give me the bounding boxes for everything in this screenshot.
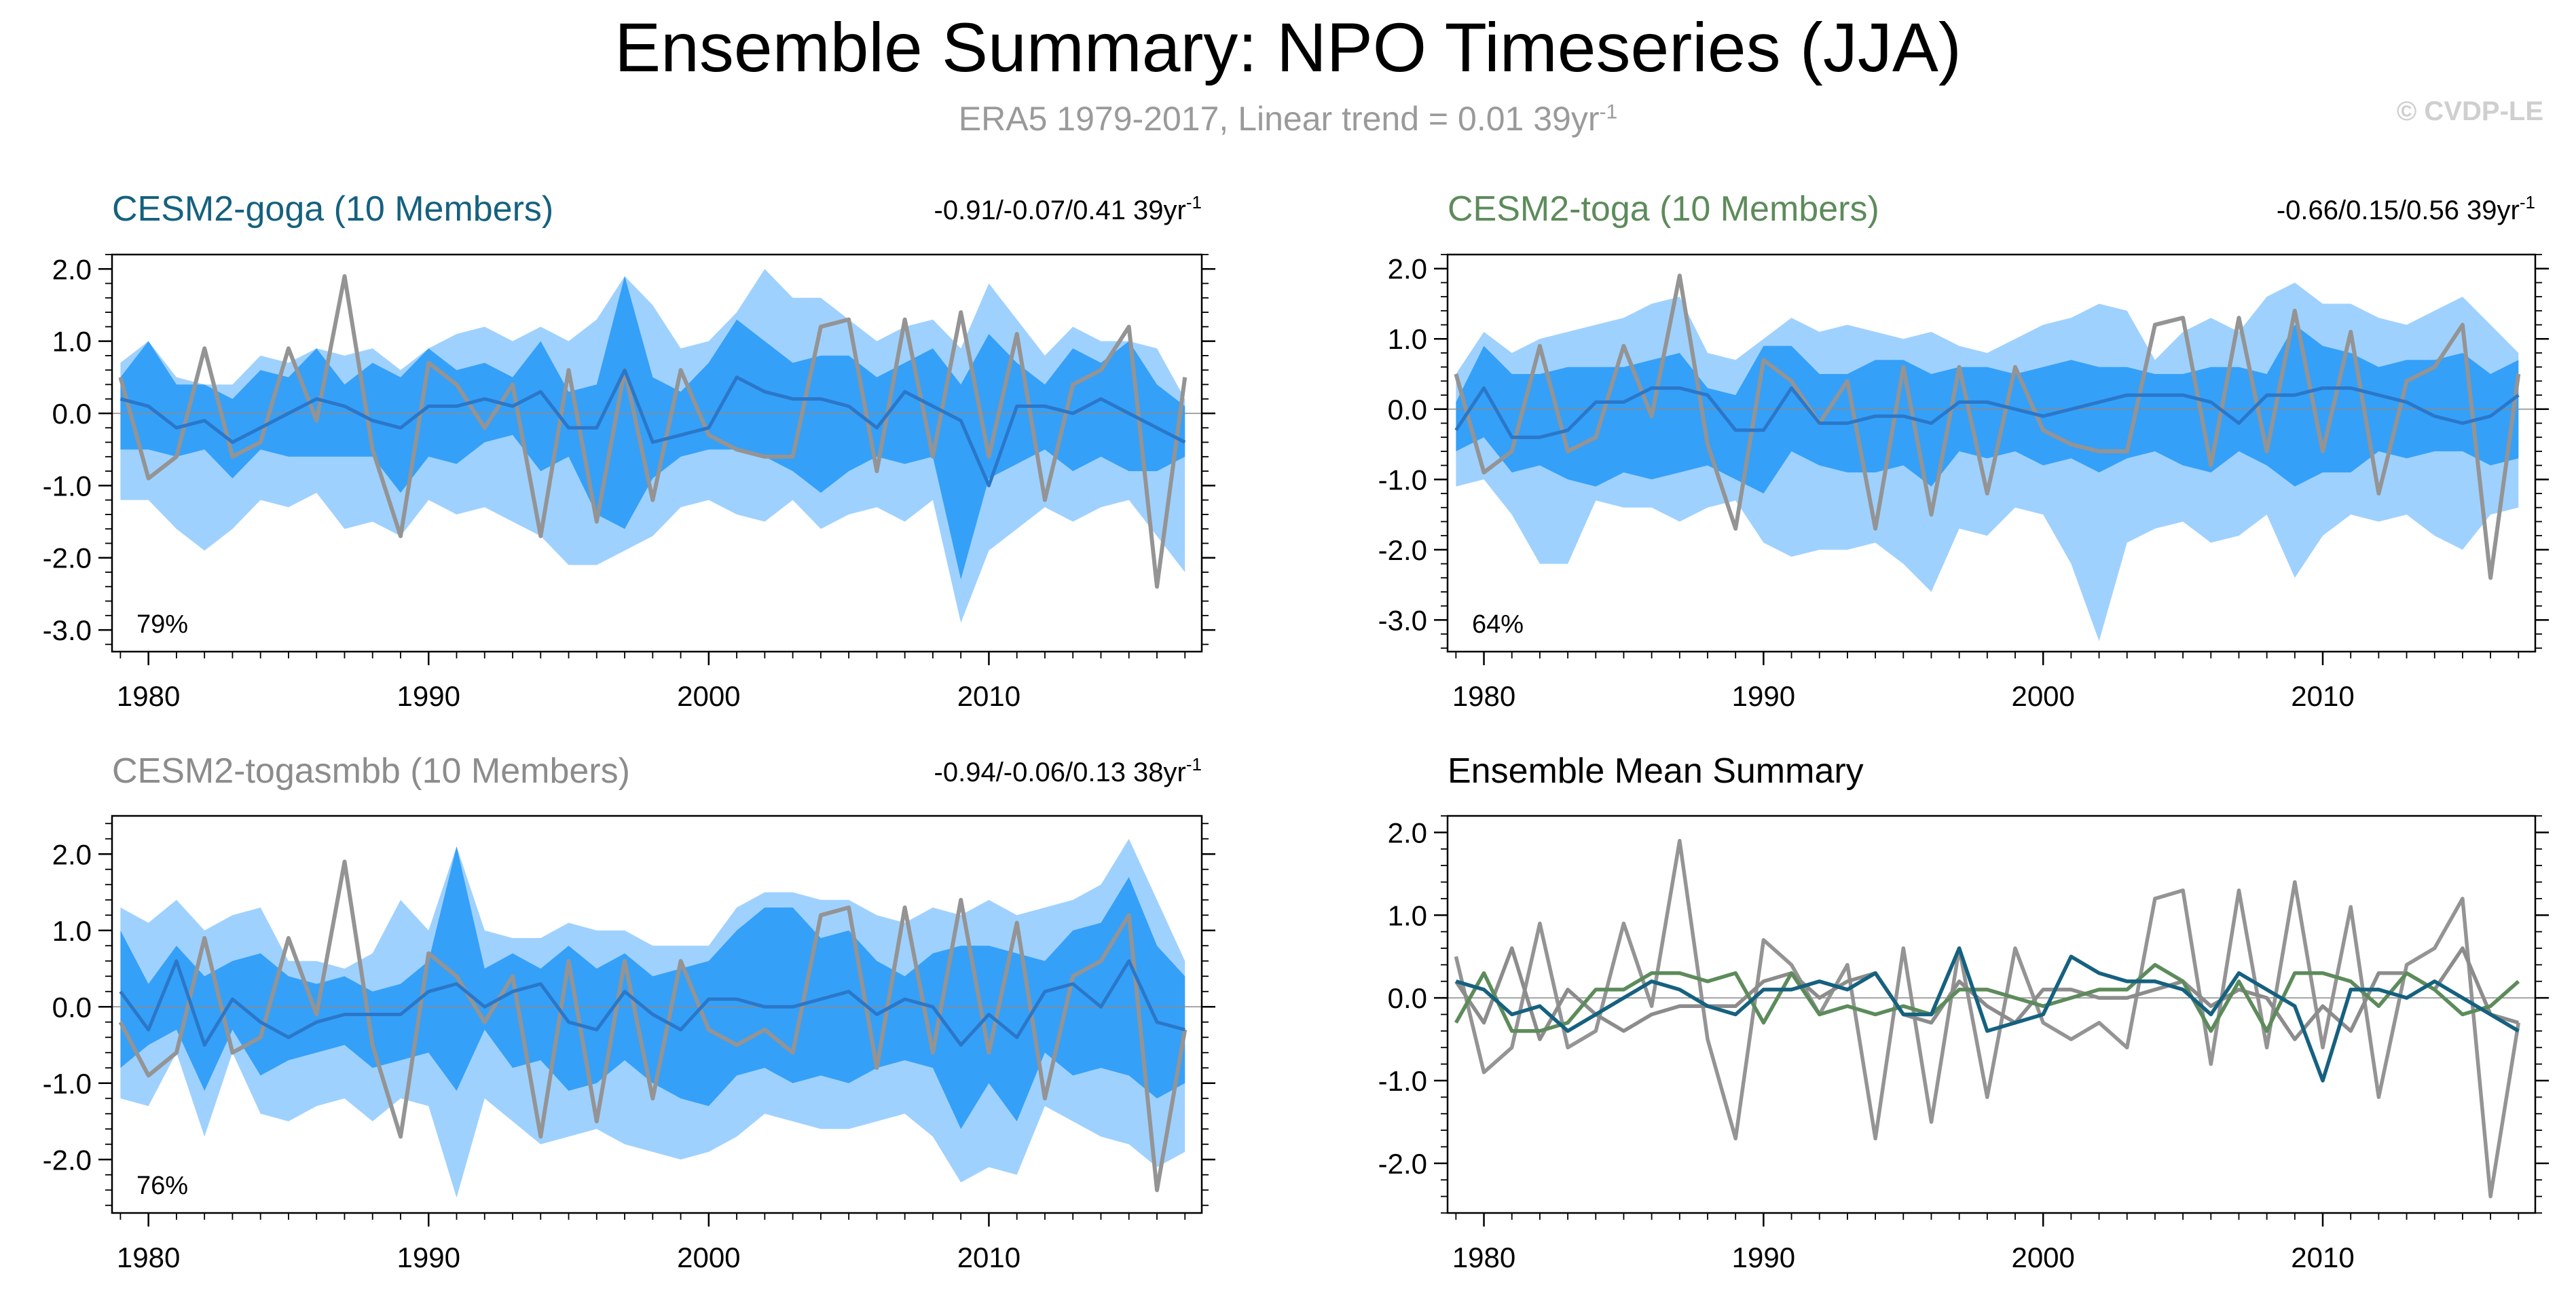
subtitle-superscript: -1 bbox=[1599, 100, 1618, 124]
era5-line bbox=[118, 274, 1188, 589]
panel-title: Ensemble Mean Summary bbox=[1448, 751, 1864, 791]
subtitle-text: ERA5 1979-2017, Linear trend = 0.01 39yr bbox=[958, 100, 1600, 138]
x-tick-label: 1980 bbox=[1452, 680, 1515, 712]
x-tick-label: 1990 bbox=[1732, 680, 1795, 712]
x-tick-label: 2000 bbox=[677, 1241, 740, 1273]
x-tick-label: 2010 bbox=[957, 1241, 1020, 1273]
y-tick-label: -3.0 bbox=[1378, 604, 1427, 636]
plot-frame bbox=[1446, 253, 2537, 653]
x-tick-label: 1980 bbox=[117, 680, 180, 712]
y-tick-label: -2.0 bbox=[1378, 534, 1427, 566]
trend-label: -0.66/0.15/0.56 39yr-1 bbox=[2277, 192, 2535, 225]
trend-superscript: -1 bbox=[1186, 754, 1202, 774]
trend-label: -0.91/-0.07/0.41 39yr-1 bbox=[934, 192, 1202, 225]
panel-title: CESM2-goga (10 Members) bbox=[112, 189, 553, 229]
x-tick-label: 2000 bbox=[2011, 1241, 2074, 1273]
x-tick-label: 1980 bbox=[117, 1241, 180, 1273]
subtitle: ERA5 1979-2017, Linear trend = 0.01 39yr… bbox=[0, 99, 2576, 138]
y-tick-label: -1.0 bbox=[1378, 1065, 1427, 1097]
line-era5 bbox=[1454, 838, 2521, 1199]
y-tick-label: -1.0 bbox=[43, 1068, 92, 1100]
y-tick-label: 0.0 bbox=[1388, 982, 1427, 1014]
y-tick-label: 2.0 bbox=[52, 838, 92, 870]
trend-text: -0.94/-0.06/0.13 38yr bbox=[934, 758, 1186, 787]
percent-label: 79% bbox=[136, 610, 188, 639]
y-tick-label: 2.0 bbox=[52, 253, 92, 285]
era5-line bbox=[118, 859, 1188, 1193]
x-tick-label: 1990 bbox=[1732, 1241, 1795, 1273]
y-tick-label: -2.0 bbox=[43, 542, 92, 574]
ensemble-mean-line bbox=[119, 368, 1186, 487]
band-25-75 bbox=[120, 276, 1185, 580]
plot-frame bbox=[1446, 815, 2537, 1214]
x-tick-label: 1980 bbox=[1452, 1241, 1515, 1273]
trend-label: -0.94/-0.06/0.13 38yr-1 bbox=[934, 754, 1202, 787]
trend-superscript: -1 bbox=[1186, 192, 1202, 212]
line-cesm2-goga bbox=[1455, 946, 2520, 1083]
x-tick-label: 2010 bbox=[2291, 680, 2354, 712]
ensemble-mean-line bbox=[119, 959, 1185, 1047]
y-tick-label: 0.0 bbox=[52, 398, 92, 430]
y-tick-label: -2.0 bbox=[43, 1144, 92, 1176]
y-tick-label: 1.0 bbox=[1388, 323, 1427, 355]
ensemble-mean-line bbox=[1454, 386, 2520, 439]
y-tick-label: -1.0 bbox=[1378, 464, 1427, 496]
percent-label: 64% bbox=[1472, 610, 1524, 639]
x-tick-label: 2010 bbox=[2291, 1241, 2354, 1273]
plot-frame bbox=[111, 253, 1203, 653]
panel-3: CESM2-togasmbb (10 Members) -0.94/-0.06/0… bbox=[43, 751, 1215, 1273]
panel-2: CESM2-toga (10 Members) -0.66/0.15/0.56 3… bbox=[1378, 189, 2549, 712]
band-25-75 bbox=[120, 846, 1185, 1129]
panel-4: Ensemble Mean Summary 2.0 1.0 0.0 -1.0 -2.0 19… bbox=[1378, 751, 2549, 1273]
plot-frame bbox=[111, 815, 1203, 1214]
y-tick-label: 2.0 bbox=[1388, 817, 1427, 848]
y-tick-label: -1.0 bbox=[43, 470, 92, 502]
x-tick-label: 1990 bbox=[397, 1241, 460, 1273]
y-tick-label: 0.0 bbox=[1388, 394, 1427, 426]
panel-1: CESM2-goga (10 Members) -0.91/-0.07/0.41 … bbox=[43, 189, 1215, 712]
x-tick-label: 2010 bbox=[957, 680, 1020, 712]
x-tick-label: 2000 bbox=[677, 680, 740, 712]
trend-superscript: -1 bbox=[2520, 192, 2535, 212]
y-tick-label: 1.0 bbox=[52, 326, 92, 358]
main-title: Ensemble Summary: NPO Timeseries (JJA) bbox=[614, 9, 1962, 86]
trend-text: -0.91/-0.07/0.41 39yr bbox=[934, 195, 1186, 225]
y-tick-label: 1.0 bbox=[52, 915, 92, 947]
copyright-label: © CVDP-LE bbox=[2396, 96, 2543, 126]
panel-title: CESM2-togasmbb (10 Members) bbox=[112, 751, 630, 791]
x-tick-label: 2000 bbox=[2011, 680, 2074, 712]
line-cesm2-toga bbox=[1454, 963, 2520, 1033]
y-tick-label: 1.0 bbox=[1388, 899, 1427, 931]
percent-label: 76% bbox=[136, 1172, 188, 1200]
era5-line bbox=[1454, 274, 2521, 580]
y-tick-label: -3.0 bbox=[43, 614, 92, 646]
trend-text: -0.66/0.15/0.56 39yr bbox=[2277, 195, 2520, 225]
y-tick-label: -2.0 bbox=[1378, 1148, 1427, 1180]
x-tick-label: 1990 bbox=[397, 680, 460, 712]
panel-title: CESM2-toga (10 Members) bbox=[1448, 189, 1879, 229]
y-tick-label: 2.0 bbox=[1388, 253, 1427, 285]
y-tick-label: 0.0 bbox=[52, 991, 92, 1023]
